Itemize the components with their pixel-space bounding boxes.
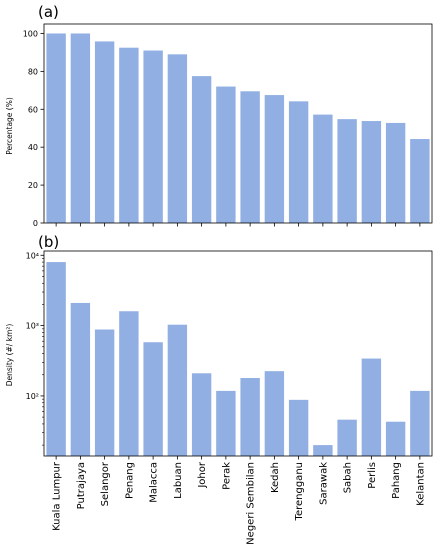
category-label-9: Kedah [270, 462, 281, 493]
bar-b-12 [337, 419, 357, 456]
chart-a: 0 20 40 60 80 100 [23, 23, 433, 228]
ytick-label-a-4: 80 [28, 67, 38, 76]
bar-b-1 [70, 302, 91, 456]
ytick-label-a-3: 60 [28, 105, 38, 114]
bar-b-0 [46, 262, 66, 456]
bar-a-12 [337, 119, 357, 223]
bar-a-9 [264, 95, 285, 223]
category-label-13: Perlis [367, 462, 378, 489]
panel-b-label: (b) [38, 233, 59, 251]
bar-a-15 [410, 139, 430, 223]
category-label-6: Johor [197, 461, 208, 489]
category-label-4: Malacca [149, 462, 160, 503]
chart-b-ylabel: Density (#/ km²) [5, 324, 14, 387]
category-label-7: Perak [221, 462, 232, 490]
category-label-1: Putrajaya [76, 462, 87, 509]
bar-a-7 [216, 86, 236, 224]
chart-a-frame [43, 23, 433, 224]
bar-a-14 [385, 122, 406, 223]
bar-a-10 [288, 101, 309, 223]
chart-a-ylabel: Percentage (%) [5, 97, 14, 155]
bar-b-2 [94, 329, 115, 456]
bar-b-4 [143, 342, 163, 456]
bar-b-15 [410, 390, 430, 456]
chart-b: 10² 10³ 10⁴ [26, 250, 433, 460]
ytick-label-a-0: 0 [33, 219, 38, 228]
ytick-label-a-1: 20 [28, 181, 38, 190]
category-label-0: Kuala Lumpur [52, 461, 63, 531]
category-label-8: Negeri Sembilan [246, 462, 257, 545]
bar-b-13 [361, 358, 382, 456]
ytick-label-a-5: 100 [23, 29, 38, 38]
bar-b-10 [288, 399, 309, 456]
bar-b-11 [313, 445, 333, 456]
category-label-10: Terengganu [294, 462, 305, 521]
bar-b-8 [240, 377, 260, 456]
ytick-label-b-0: 10² [26, 392, 39, 401]
category-label-11: Sarawak [318, 462, 329, 505]
bar-b-5 [167, 324, 188, 456]
bar-a-4 [143, 50, 163, 224]
ytick-label-b-2: 10⁴ [26, 251, 39, 260]
category-label-5: Labuan [173, 462, 184, 499]
bar-b-6 [191, 373, 212, 456]
bar-a-1 [70, 33, 91, 223]
ytick-label-a-2: 40 [28, 143, 38, 152]
category-label-12: Sabah [343, 462, 354, 493]
bar-a-0 [46, 33, 66, 223]
bar-a-13 [361, 121, 382, 223]
x-category-labels: Kuala Lumpur Putrajaya Selangor Penang Malac… [52, 461, 427, 545]
bar-a-8 [240, 91, 260, 224]
category-label-3: Penang [124, 462, 135, 499]
panel-a-label: (a) [38, 3, 59, 21]
category-label-14: Pahang [391, 462, 402, 499]
category-label-15: Kelantan [415, 462, 426, 506]
bar-a-11 [313, 114, 333, 223]
bar-a-2 [94, 41, 115, 224]
category-label-2: Selangor [100, 461, 111, 506]
ytick-label-b-1: 10³ [26, 322, 39, 331]
bar-b-3 [119, 311, 139, 456]
bar-b-14 [385, 421, 406, 456]
bar-b-9 [264, 371, 285, 456]
bar-b-7 [216, 390, 236, 456]
bar-a-6 [191, 76, 212, 223]
bar-a-3 [119, 47, 139, 223]
bar-a-5 [167, 54, 188, 224]
